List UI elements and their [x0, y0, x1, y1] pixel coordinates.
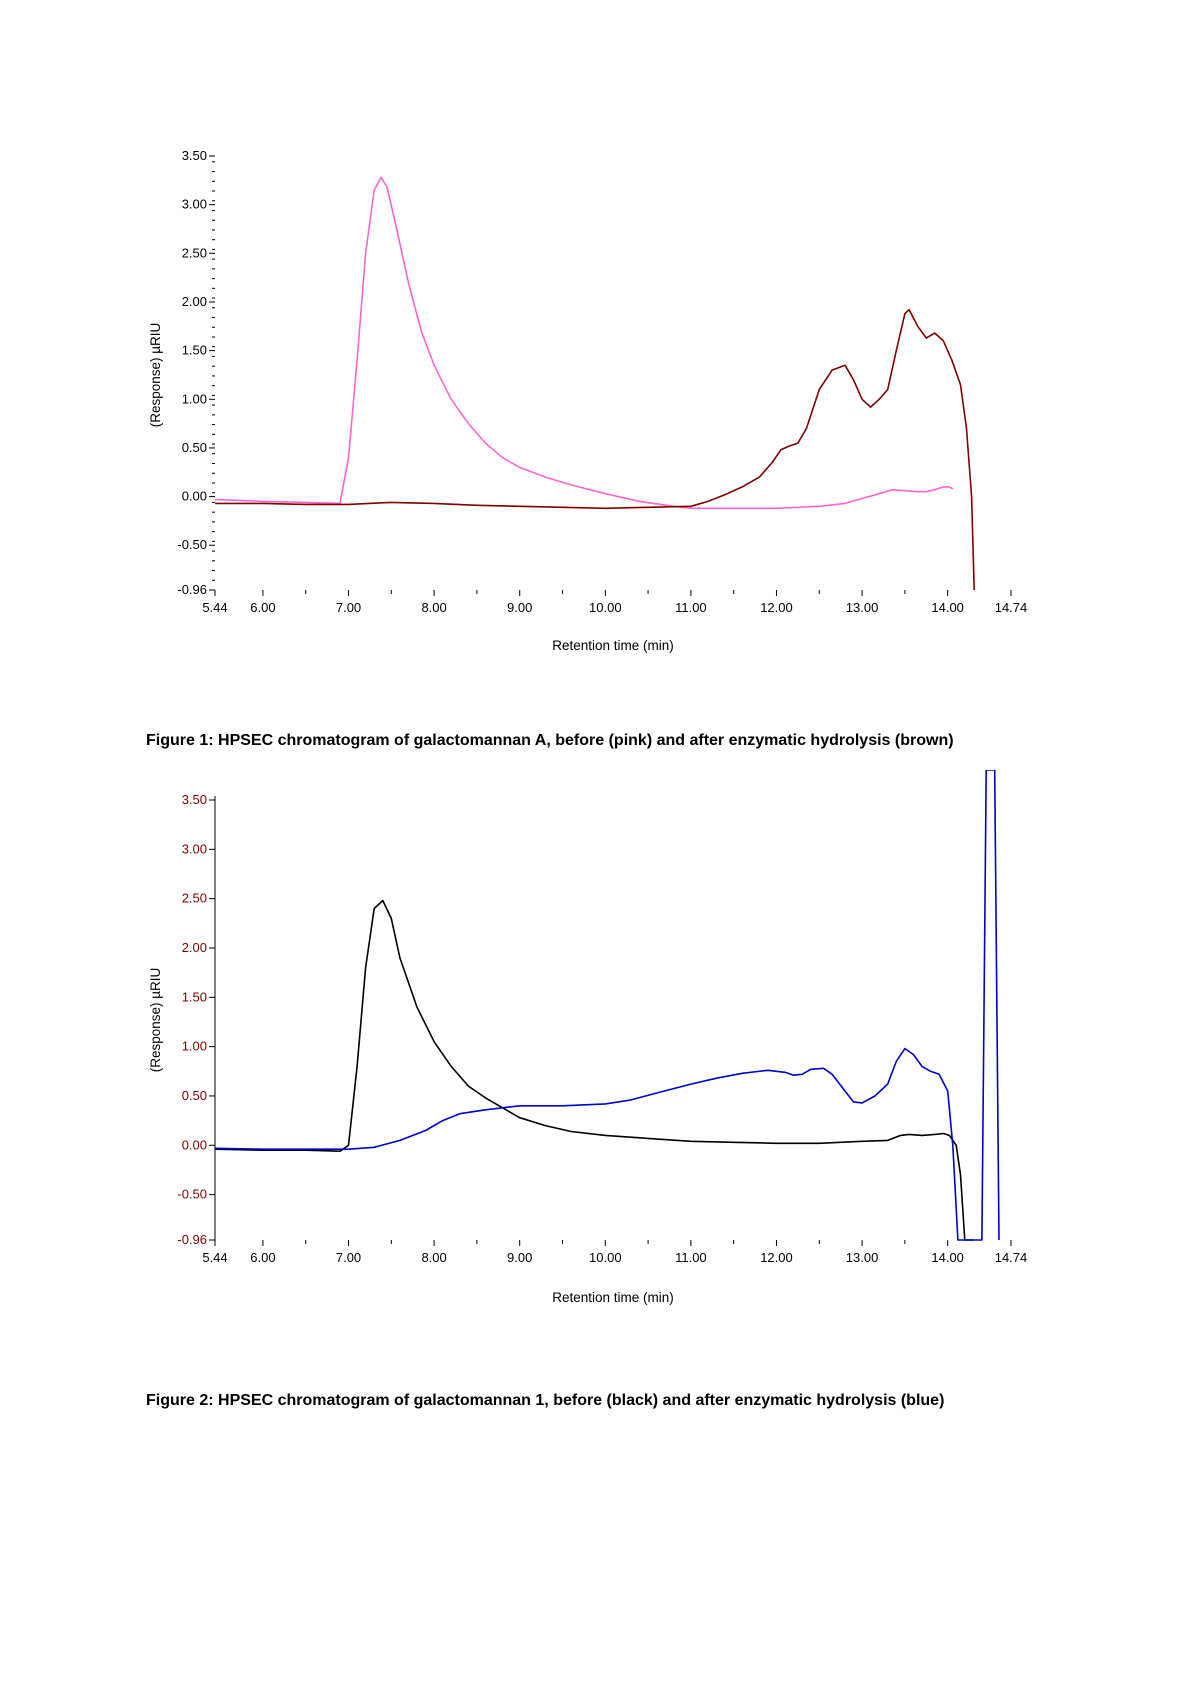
- y-tick-label: 2.50: [182, 245, 207, 260]
- x-tick-label: 13.00: [846, 600, 879, 615]
- y-tick-label: 1.00: [182, 1039, 207, 1054]
- x-tick-label: 6.00: [250, 1250, 275, 1265]
- x-tick-label: 8.00: [421, 600, 446, 615]
- x-tick-label: 12.00: [760, 1250, 793, 1265]
- figure-1-caption: Figure 1: HPSEC chromatogram of galactom…: [146, 732, 954, 749]
- x-tick-label: 9.00: [507, 600, 532, 615]
- y-tick-label: 0.00: [182, 1137, 207, 1152]
- x-tick-label: 11.00: [675, 1250, 707, 1265]
- series-line-2: [215, 308, 975, 591]
- x-tick-label: 8.00: [421, 1250, 446, 1265]
- y-tick-label: 1.50: [182, 343, 207, 358]
- y-tick-label: 0.50: [182, 440, 207, 455]
- y-tick-label: 3.00: [182, 841, 207, 856]
- x-tick-label: 7.00: [336, 600, 361, 615]
- y-axis-title: (Response) µRIU: [148, 968, 163, 1073]
- y-tick-label: 3.50: [182, 148, 207, 163]
- chart-1: 3.50 3.00 2.50 2.00 1.50 1.00 0.50 0.00 -0.50 -0.…: [148, 148, 1028, 653]
- y-tick-label: -0.96: [177, 582, 207, 597]
- y-tick-label: 2.50: [182, 891, 207, 906]
- figure-2-caption: Figure 2: HPSEC chromatogram of galactom…: [146, 1392, 945, 1409]
- figure-1: 3.50 3.00 2.50 2.00 1.50 1.00 0.50 0.00 -0.50 -0.…: [0, 130, 1200, 770]
- series-line-2: [214, 770, 1000, 1241]
- x-tick-label: 14.00: [931, 600, 964, 615]
- y-tick-label: 2.00: [182, 940, 207, 955]
- y-tick-label: -0.50: [177, 1187, 207, 1202]
- x-tick-label: 14.74: [995, 1250, 1028, 1265]
- x-tick-label: 9.00: [507, 1250, 532, 1265]
- y-tick-label: 2.00: [182, 294, 207, 309]
- x-tick-label: 7.00: [336, 1250, 361, 1265]
- x-tick-label: 13.00: [846, 1250, 879, 1265]
- y-tick-label: 1.50: [182, 989, 207, 1004]
- x-tick-label: 10.00: [589, 1250, 622, 1265]
- chart-2: 3.50 3.00 2.50 2.00 1.50 1.00 0.50 0.00 -0.50 -0.…: [148, 770, 1028, 1305]
- x-tick-label: 11.00: [675, 600, 707, 615]
- y-tick-label: 0.50: [182, 1088, 207, 1103]
- y-tick-label: 3.50: [182, 792, 207, 807]
- y-tick-label: 0.00: [182, 489, 207, 504]
- x-axis-title: Retention time (min): [552, 1290, 674, 1305]
- x-axis-title: Retention time (min): [552, 638, 674, 653]
- series-line-1: [214, 899, 974, 1241]
- x-tick-label: 10.00: [589, 600, 622, 615]
- y-tick-label: -0.96: [177, 1232, 207, 1247]
- series-line-1: [214, 176, 954, 510]
- x-tick-label: 12.00: [760, 600, 793, 615]
- y-tick-label: 3.00: [182, 197, 207, 212]
- x-tick-label: 5.44: [202, 1250, 227, 1265]
- y-tick-label: -0.50: [177, 537, 207, 552]
- x-tick-label: 5.44: [202, 600, 227, 615]
- x-tick-label: 14.00: [931, 1250, 964, 1265]
- x-tick-label: 14.74: [995, 600, 1028, 615]
- y-axis-title: (Response) µRIU: [148, 323, 163, 428]
- y-tick-label: 1.00: [182, 391, 207, 406]
- figure-2: 3.50 3.00 2.50 2.00 1.50 1.00 0.50 0.00 -0.50 -0.…: [0, 770, 1200, 1430]
- x-tick-label: 6.00: [250, 600, 275, 615]
